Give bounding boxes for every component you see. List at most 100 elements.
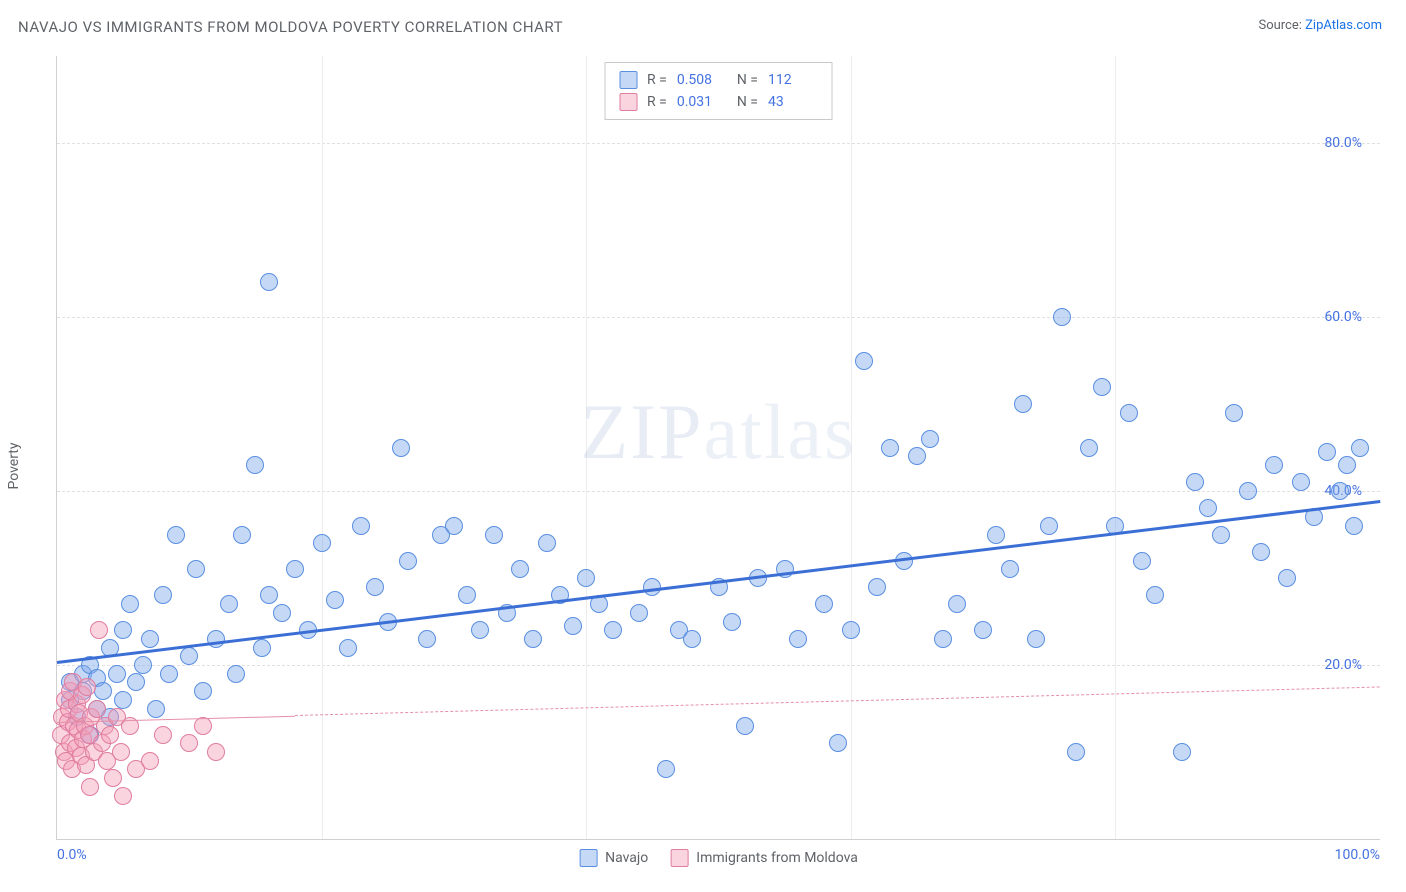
watermark-strong: ZIP bbox=[581, 388, 704, 475]
scatter-point-navajo bbox=[1014, 395, 1032, 413]
scatter-point-navajo bbox=[141, 630, 159, 648]
scatter-point-moldova bbox=[81, 778, 99, 796]
n-label: N = bbox=[737, 91, 758, 113]
scatter-point-navajo bbox=[1146, 586, 1164, 604]
scatter-point-navajo bbox=[260, 273, 278, 291]
n-value: 112 bbox=[768, 69, 818, 91]
scatter-point-navajo bbox=[108, 665, 126, 683]
scatter-point-navajo bbox=[829, 734, 847, 752]
scatter-point-navajo bbox=[187, 560, 205, 578]
scatter-point-navajo bbox=[524, 630, 542, 648]
scatter-point-navajo bbox=[1093, 378, 1111, 396]
scatter-point-navajo bbox=[736, 717, 754, 735]
r-value: 0.508 bbox=[677, 69, 727, 91]
scatter-point-navajo bbox=[286, 560, 304, 578]
scatter-point-navajo bbox=[246, 456, 264, 474]
scatter-point-navajo bbox=[842, 621, 860, 639]
scatter-point-navajo bbox=[577, 569, 595, 587]
scatter-point-moldova bbox=[207, 743, 225, 761]
scatter-point-navajo bbox=[1173, 743, 1191, 761]
scatter-point-navajo bbox=[220, 595, 238, 613]
scatter-point-navajo bbox=[908, 447, 926, 465]
scatter-point-moldova bbox=[78, 678, 96, 696]
legend-swatch-navajo bbox=[619, 71, 637, 89]
source-prefix: Source: bbox=[1258, 18, 1305, 33]
gridline-vertical bbox=[1115, 56, 1116, 839]
scatter-point-navajo bbox=[630, 604, 648, 622]
scatter-point-navajo bbox=[154, 586, 172, 604]
scatter-point-navajo bbox=[167, 526, 185, 544]
scatter-point-navajo bbox=[1239, 482, 1257, 500]
legend-swatch-moldova bbox=[619, 93, 637, 111]
scatter-point-moldova bbox=[112, 743, 130, 761]
scatter-point-moldova bbox=[180, 734, 198, 752]
source-credit: Source: ZipAtlas.com bbox=[1258, 18, 1382, 33]
gridline-horizontal bbox=[57, 665, 1380, 666]
scatter-point-navajo bbox=[881, 439, 899, 457]
legend-stat-row-navajo: R =0.508N =112 bbox=[619, 69, 818, 91]
scatter-point-navajo bbox=[458, 586, 476, 604]
scatter-point-navajo bbox=[1265, 456, 1283, 474]
scatter-point-navajo bbox=[180, 647, 198, 665]
scatter-point-navajo bbox=[147, 700, 165, 718]
scatter-point-navajo bbox=[471, 621, 489, 639]
n-value: 43 bbox=[768, 91, 818, 113]
gridline-vertical bbox=[586, 56, 587, 839]
scatter-point-navajo bbox=[723, 613, 741, 631]
legend-item-moldova: Immigrants from Moldova bbox=[670, 849, 858, 867]
scatter-point-navajo bbox=[233, 526, 251, 544]
source-link[interactable]: ZipAtlas.com bbox=[1305, 18, 1382, 33]
scatter-point-navajo bbox=[815, 595, 833, 613]
scatter-point-navajo bbox=[160, 665, 178, 683]
legend-label: Navajo bbox=[605, 850, 648, 866]
scatter-point-navajo bbox=[273, 604, 291, 622]
scatter-point-navajo bbox=[1212, 526, 1230, 544]
r-label: R = bbox=[647, 91, 667, 113]
legend-label: Immigrants from Moldova bbox=[696, 850, 858, 866]
gridline-horizontal bbox=[57, 317, 1380, 318]
scatter-point-moldova bbox=[88, 700, 106, 718]
trend-line-navajo bbox=[57, 500, 1380, 664]
y-tick-label: 20.0% bbox=[1324, 657, 1362, 673]
gridline-horizontal bbox=[57, 491, 1380, 492]
watermark: ZIPatlas bbox=[581, 387, 857, 477]
scatter-point-navajo bbox=[934, 630, 952, 648]
gridline-vertical bbox=[322, 56, 323, 839]
scatter-point-navajo bbox=[114, 691, 132, 709]
scatter-point-navajo bbox=[1338, 456, 1356, 474]
scatter-point-navajo bbox=[418, 630, 436, 648]
legend-correlation: R =0.508N =112R =0.031N =43 bbox=[604, 62, 833, 120]
scatter-point-navajo bbox=[399, 552, 417, 570]
legend-series: Navajo Immigrants from Moldova bbox=[579, 849, 858, 867]
scatter-point-navajo bbox=[657, 760, 675, 778]
x-tick-label: 100.0% bbox=[1335, 847, 1380, 863]
y-tick-label: 60.0% bbox=[1324, 309, 1362, 325]
legend-swatch-navajo bbox=[579, 849, 597, 867]
chart-container: Poverty ZIPatlas R =0.508N =112R =0.031N… bbox=[18, 48, 1388, 884]
scatter-point-navajo bbox=[227, 665, 245, 683]
scatter-point-navajo bbox=[127, 673, 145, 691]
scatter-point-navajo bbox=[94, 682, 112, 700]
x-tick-label: 0.0% bbox=[57, 847, 87, 863]
scatter-point-navajo bbox=[326, 591, 344, 609]
scatter-point-navajo bbox=[134, 656, 152, 674]
scatter-point-navajo bbox=[1186, 473, 1204, 491]
scatter-point-moldova bbox=[101, 726, 119, 744]
scatter-point-navajo bbox=[1252, 543, 1270, 561]
scatter-point-navajo bbox=[1080, 439, 1098, 457]
scatter-point-navajo bbox=[114, 621, 132, 639]
scatter-point-navajo bbox=[366, 578, 384, 596]
scatter-point-navajo bbox=[789, 630, 807, 648]
scatter-point-navajo bbox=[1120, 404, 1138, 422]
scatter-point-navajo bbox=[1331, 482, 1349, 500]
scatter-point-navajo bbox=[1199, 499, 1217, 517]
scatter-point-navajo bbox=[352, 517, 370, 535]
scatter-point-navajo bbox=[921, 430, 939, 448]
scatter-point-navajo bbox=[339, 639, 357, 657]
trend-line-moldova bbox=[295, 687, 1380, 717]
r-label: R = bbox=[647, 69, 667, 91]
scatter-point-navajo bbox=[855, 352, 873, 370]
scatter-point-navajo bbox=[253, 639, 271, 657]
scatter-point-navajo bbox=[1278, 569, 1296, 587]
scatter-point-navajo bbox=[1001, 560, 1019, 578]
